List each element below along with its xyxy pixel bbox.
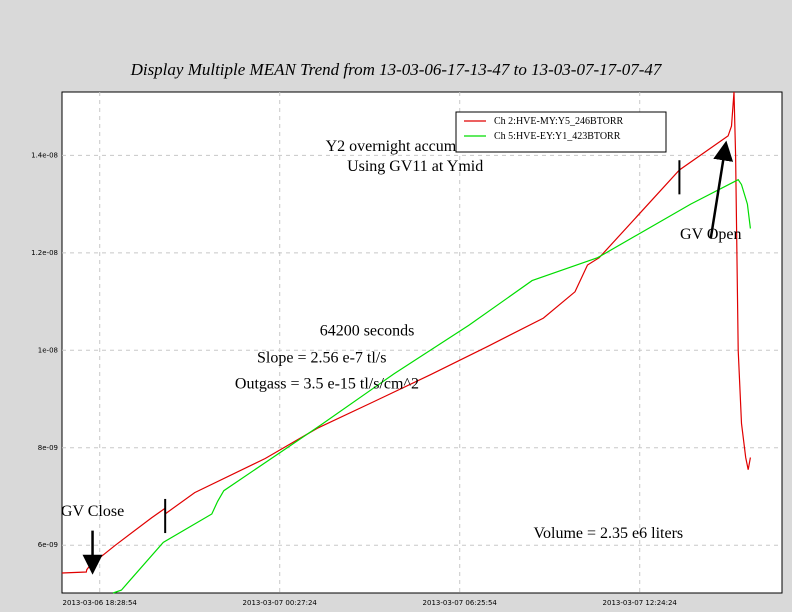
- chart-title: Display Multiple MEAN Trend from 13-03-0…: [130, 60, 662, 79]
- legend-label: Ch 2:HVE-MY:Y5_246BTORR: [494, 116, 624, 127]
- annotation-4: Slope = 2.56 e-7 tl/s: [257, 349, 386, 366]
- x-tick-label: 2013-03-07 12:24:24: [603, 599, 678, 607]
- series-line-1: [61, 91, 751, 574]
- y-tick-label: 1.4e-08: [31, 151, 58, 159]
- plot-area: [61, 91, 783, 594]
- legend-box: [455, 111, 667, 153]
- y-tick-label: 1.2e-08: [31, 249, 58, 257]
- y-tick-label: 8e-09: [38, 444, 58, 452]
- x-tick-label: 2013-03-07 00:27:24: [243, 599, 318, 607]
- y-tick-label: 1e-08: [38, 346, 58, 354]
- annotation-2: Using GV11 at Ymid: [347, 158, 483, 175]
- annotation-8: GV Open: [680, 226, 741, 243]
- y-tick-label: 6e-09: [38, 541, 58, 549]
- x-tick-label: 2013-03-06 18:28:54: [63, 599, 138, 607]
- annotation-7: Volume = 2.35 e6 liters: [534, 525, 684, 542]
- x-tick-label: 2013-03-07 06:25:54: [423, 599, 498, 607]
- series-line-2: [112, 178, 751, 594]
- annotation-3: 64200 seconds: [320, 323, 415, 340]
- gv-open-arrow: [709, 140, 734, 239]
- annotation-6: GV Close: [61, 503, 124, 520]
- annotation-5: Outgass = 3.5 e-15 tl/s/cm^2: [235, 375, 419, 392]
- legend-label: Ch 5:HVE-EY:Y1_423BTORR: [494, 131, 621, 142]
